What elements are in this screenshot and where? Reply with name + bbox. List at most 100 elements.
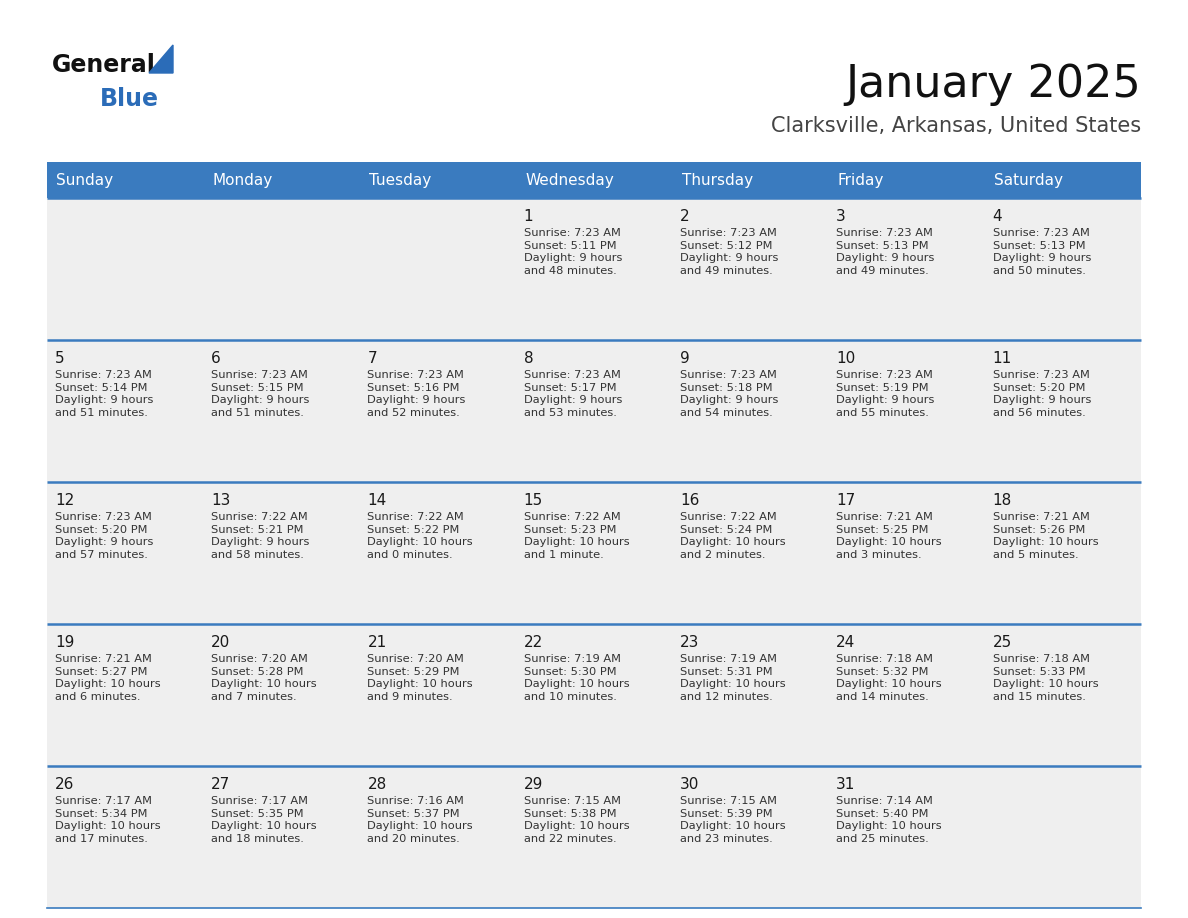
- Text: Sunset: 5:28 PM: Sunset: 5:28 PM: [211, 666, 304, 677]
- Text: Friday: Friday: [838, 173, 884, 187]
- Bar: [203, 624, 360, 766]
- Text: Sunrise: 7:23 AM: Sunrise: 7:23 AM: [524, 370, 620, 380]
- Text: and 10 minutes.: and 10 minutes.: [524, 692, 617, 702]
- Text: and 5 minutes.: and 5 minutes.: [992, 550, 1079, 560]
- Bar: [203, 198, 360, 340]
- Text: Thursday: Thursday: [682, 173, 753, 187]
- Text: Daylight: 10 hours: Daylight: 10 hours: [992, 679, 1098, 689]
- Bar: [516, 624, 672, 766]
- Text: Daylight: 10 hours: Daylight: 10 hours: [836, 537, 942, 547]
- Text: 10: 10: [836, 351, 855, 366]
- Text: 24: 24: [836, 635, 855, 650]
- Bar: [828, 624, 985, 766]
- Bar: [360, 482, 516, 624]
- Bar: [672, 198, 828, 340]
- Bar: [360, 340, 516, 482]
- Text: Sunset: 5:26 PM: Sunset: 5:26 PM: [992, 525, 1085, 534]
- Text: Blue: Blue: [100, 87, 159, 111]
- Bar: [48, 340, 203, 482]
- Text: and 53 minutes.: and 53 minutes.: [524, 409, 617, 418]
- Text: Sunset: 5:35 PM: Sunset: 5:35 PM: [211, 809, 304, 819]
- Text: Sunset: 5:14 PM: Sunset: 5:14 PM: [55, 383, 147, 393]
- Text: Daylight: 9 hours: Daylight: 9 hours: [836, 253, 935, 263]
- Text: Sunrise: 7:14 AM: Sunrise: 7:14 AM: [836, 796, 933, 806]
- Bar: [203, 766, 360, 908]
- Text: and 25 minutes.: and 25 minutes.: [836, 834, 929, 845]
- Text: Daylight: 10 hours: Daylight: 10 hours: [992, 537, 1098, 547]
- Text: and 9 minutes.: and 9 minutes.: [367, 692, 453, 702]
- Text: Daylight: 9 hours: Daylight: 9 hours: [524, 396, 623, 406]
- Text: and 52 minutes.: and 52 minutes.: [367, 409, 460, 418]
- Text: Sunset: 5:12 PM: Sunset: 5:12 PM: [680, 241, 772, 251]
- Bar: [516, 340, 672, 482]
- Text: 9: 9: [680, 351, 690, 366]
- Bar: [48, 766, 203, 908]
- Text: Saturday: Saturday: [994, 173, 1063, 187]
- Text: Sunset: 5:23 PM: Sunset: 5:23 PM: [524, 525, 617, 534]
- Bar: [203, 162, 360, 198]
- Text: 22: 22: [524, 635, 543, 650]
- Text: Sunset: 5:30 PM: Sunset: 5:30 PM: [524, 666, 617, 677]
- Text: and 57 minutes.: and 57 minutes.: [55, 550, 147, 560]
- Text: Sunrise: 7:23 AM: Sunrise: 7:23 AM: [680, 228, 777, 238]
- Text: 5: 5: [55, 351, 64, 366]
- Text: 2: 2: [680, 209, 689, 224]
- Text: Sunrise: 7:17 AM: Sunrise: 7:17 AM: [55, 796, 152, 806]
- Text: 19: 19: [55, 635, 74, 650]
- Text: Sunrise: 7:16 AM: Sunrise: 7:16 AM: [367, 796, 465, 806]
- Text: Daylight: 9 hours: Daylight: 9 hours: [836, 396, 935, 406]
- Text: Daylight: 9 hours: Daylight: 9 hours: [680, 253, 778, 263]
- Text: and 51 minutes.: and 51 minutes.: [55, 409, 147, 418]
- Text: Sunset: 5:20 PM: Sunset: 5:20 PM: [992, 383, 1085, 393]
- Text: Daylight: 10 hours: Daylight: 10 hours: [55, 822, 160, 832]
- Text: Sunrise: 7:21 AM: Sunrise: 7:21 AM: [836, 512, 933, 522]
- Text: 11: 11: [992, 351, 1012, 366]
- Text: Sunrise: 7:21 AM: Sunrise: 7:21 AM: [55, 654, 152, 664]
- Text: Daylight: 10 hours: Daylight: 10 hours: [680, 679, 785, 689]
- Text: and 2 minutes.: and 2 minutes.: [680, 550, 765, 560]
- Text: Sunrise: 7:19 AM: Sunrise: 7:19 AM: [524, 654, 620, 664]
- Text: 23: 23: [680, 635, 700, 650]
- Text: Daylight: 10 hours: Daylight: 10 hours: [367, 822, 473, 832]
- Text: 25: 25: [992, 635, 1012, 650]
- Text: 13: 13: [211, 493, 230, 508]
- Polygon shape: [148, 45, 173, 73]
- Text: Sunset: 5:32 PM: Sunset: 5:32 PM: [836, 666, 929, 677]
- Bar: [985, 482, 1140, 624]
- Text: Sunset: 5:39 PM: Sunset: 5:39 PM: [680, 809, 772, 819]
- Text: Daylight: 10 hours: Daylight: 10 hours: [524, 822, 630, 832]
- Text: Daylight: 10 hours: Daylight: 10 hours: [367, 537, 473, 547]
- Bar: [516, 766, 672, 908]
- Text: Daylight: 9 hours: Daylight: 9 hours: [55, 537, 153, 547]
- Bar: [828, 198, 985, 340]
- Bar: [672, 162, 828, 198]
- Bar: [985, 766, 1140, 908]
- Text: Sunset: 5:34 PM: Sunset: 5:34 PM: [55, 809, 147, 819]
- Text: and 54 minutes.: and 54 minutes.: [680, 409, 772, 418]
- Text: Daylight: 9 hours: Daylight: 9 hours: [992, 253, 1091, 263]
- Text: Daylight: 9 hours: Daylight: 9 hours: [524, 253, 623, 263]
- Text: Sunrise: 7:15 AM: Sunrise: 7:15 AM: [524, 796, 620, 806]
- Text: Sunrise: 7:23 AM: Sunrise: 7:23 AM: [55, 512, 152, 522]
- Text: Sunrise: 7:22 AM: Sunrise: 7:22 AM: [680, 512, 777, 522]
- Text: and 49 minutes.: and 49 minutes.: [680, 266, 772, 276]
- Text: 3: 3: [836, 209, 846, 224]
- Bar: [360, 162, 516, 198]
- Text: Sunset: 5:19 PM: Sunset: 5:19 PM: [836, 383, 929, 393]
- Text: Sunday: Sunday: [56, 173, 114, 187]
- Text: and 3 minutes.: and 3 minutes.: [836, 550, 922, 560]
- Text: and 18 minutes.: and 18 minutes.: [211, 834, 304, 845]
- Bar: [985, 162, 1140, 198]
- Bar: [985, 340, 1140, 482]
- Text: 18: 18: [992, 493, 1012, 508]
- Text: Daylight: 10 hours: Daylight: 10 hours: [836, 679, 942, 689]
- Text: Sunrise: 7:17 AM: Sunrise: 7:17 AM: [211, 796, 308, 806]
- Text: Sunset: 5:16 PM: Sunset: 5:16 PM: [367, 383, 460, 393]
- Bar: [672, 766, 828, 908]
- Text: Wednesday: Wednesday: [525, 173, 614, 187]
- Text: Sunrise: 7:23 AM: Sunrise: 7:23 AM: [992, 228, 1089, 238]
- Text: 20: 20: [211, 635, 230, 650]
- Text: Daylight: 10 hours: Daylight: 10 hours: [680, 537, 785, 547]
- Bar: [48, 162, 203, 198]
- Bar: [48, 624, 203, 766]
